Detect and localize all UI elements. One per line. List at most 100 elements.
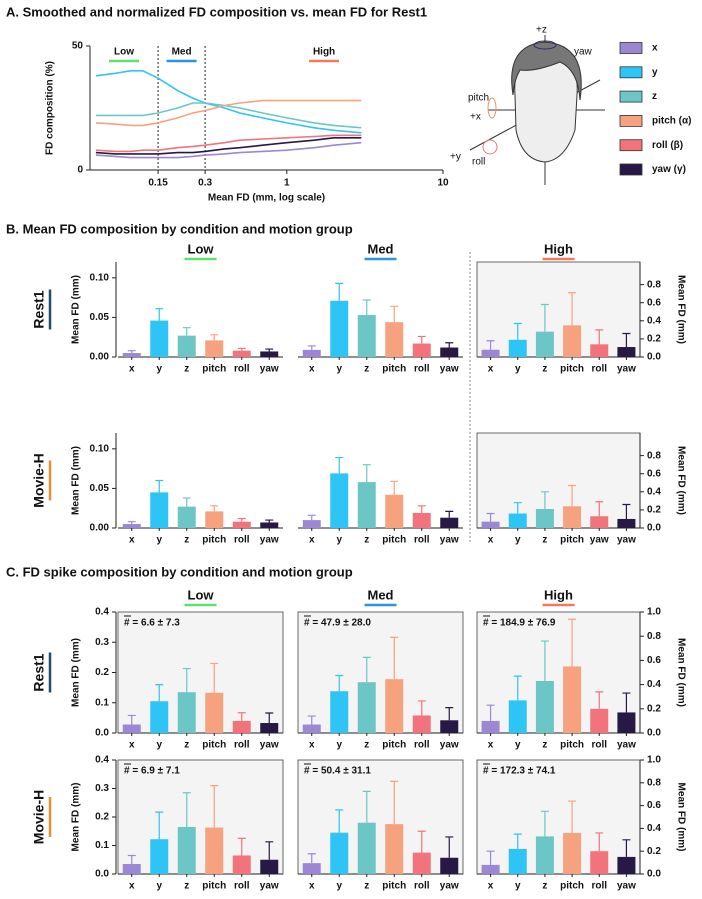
- x-tick-label: yaw: [617, 881, 636, 892]
- bar: [385, 824, 404, 874]
- x-tick-label: yaw: [260, 881, 279, 892]
- error-bar: [335, 809, 344, 833]
- x-tick-label: pitch: [382, 881, 406, 892]
- row-label: Movie-H: [31, 453, 47, 507]
- x-tick-label: y: [336, 881, 342, 892]
- error-bar: [486, 704, 495, 721]
- legend-label: z: [652, 91, 657, 102]
- chart-title: C. FD spike composition by condition and…: [6, 564, 353, 579]
- bar: [232, 855, 251, 874]
- bar: [385, 494, 404, 528]
- x-tick-label: roll: [414, 535, 430, 546]
- error-bar: [237, 517, 246, 522]
- bar: [412, 852, 431, 874]
- diagram-label: pitch: [468, 93, 489, 104]
- x-tick-label: z: [542, 740, 547, 751]
- error-bar: [595, 832, 604, 852]
- x-tick-label: pitch: [382, 364, 406, 375]
- bar: [177, 506, 196, 528]
- error-bar: [182, 667, 191, 693]
- error-bar: [622, 332, 631, 348]
- y-tick-label: 0.00: [90, 523, 110, 534]
- error-bar: [237, 837, 246, 856]
- error-bar: [210, 662, 219, 693]
- error-bar: [127, 521, 136, 525]
- legend-swatch: [619, 163, 643, 176]
- bar: [260, 723, 279, 733]
- bar: [205, 511, 224, 528]
- error-bar: [210, 785, 219, 828]
- y2-tick-label: 1.0: [647, 755, 661, 766]
- x-tick-label: pitch: [202, 740, 226, 751]
- bar: [385, 679, 404, 733]
- bar: [563, 506, 582, 528]
- x-tick-label: z: [542, 364, 547, 375]
- group-label: Med: [368, 241, 394, 256]
- bar: [617, 712, 636, 733]
- x-tick-label: roll: [591, 364, 607, 375]
- error-bar: [513, 502, 522, 514]
- y2-tick-label: 0.8: [647, 777, 661, 788]
- x-tick-label: yaw: [440, 535, 459, 546]
- x-tick-label: x: [129, 881, 135, 892]
- x-tick-label: x: [488, 364, 494, 375]
- bar: [205, 827, 224, 874]
- bar: [590, 851, 609, 874]
- error-bar: [540, 303, 549, 332]
- x-tick-label: y: [515, 535, 521, 546]
- error-bar: [417, 335, 426, 344]
- error-bar: [237, 712, 246, 721]
- y-axis-label: Mean FD (mm): [71, 275, 82, 344]
- error-bar: [568, 800, 577, 833]
- panel-box: [476, 261, 641, 358]
- bar: [617, 347, 636, 357]
- y-tick-label: 0.1: [95, 697, 109, 708]
- y2-tick-label: 0.6: [647, 297, 661, 308]
- legend-swatch: [619, 139, 643, 152]
- bar: [330, 832, 349, 874]
- bar: [481, 349, 500, 357]
- error-bar: [237, 347, 246, 351]
- x-tick-label: roll: [234, 740, 250, 751]
- legend-swatch: [619, 42, 643, 54]
- error-bar: [182, 792, 191, 827]
- x-tick-label: y: [515, 881, 521, 892]
- roll-arrow: [482, 139, 498, 155]
- error-bar: [445, 342, 454, 348]
- x-tick-label: z: [184, 740, 189, 751]
- x-tick-label: z: [364, 364, 369, 375]
- y2-tick-label: 0.2: [647, 334, 661, 345]
- error-bar: [127, 714, 136, 725]
- y-tick-label: 0.3: [95, 637, 109, 648]
- x-tick-label: 1: [284, 178, 290, 189]
- error-bar: [568, 484, 577, 507]
- x-tick-label: pitch: [560, 881, 584, 892]
- x-tick-label: z: [184, 535, 189, 546]
- x-tick-label: z: [364, 740, 369, 751]
- y2-tick-label: 0.8: [647, 450, 661, 461]
- error-bar: [568, 618, 577, 667]
- bar: [481, 864, 500, 874]
- error-bar: [390, 636, 399, 680]
- bar: [385, 322, 404, 357]
- bar: [481, 521, 500, 528]
- x-tick-label: 0.3: [198, 178, 212, 189]
- legend-label: roll (β): [652, 140, 683, 151]
- bar: [481, 720, 500, 733]
- bar: [412, 715, 431, 733]
- bar: [122, 353, 141, 357]
- error-bar: [417, 505, 426, 513]
- error-bar: [595, 691, 604, 709]
- error-bar: [486, 850, 495, 865]
- y-tick-label: 50: [72, 41, 84, 52]
- panel-box: [117, 611, 284, 734]
- bar: [617, 856, 636, 874]
- x-tick-label: pitch: [560, 535, 584, 546]
- legend-swatch: [619, 90, 643, 103]
- bar: [440, 517, 459, 528]
- x-tick-label: roll: [234, 881, 250, 892]
- legend-label: yaw (γ): [652, 164, 686, 175]
- error-bar: [127, 854, 136, 865]
- y2-axis-label: Mean FD (mm): [675, 446, 686, 515]
- x-tick-label: pitch: [202, 535, 226, 546]
